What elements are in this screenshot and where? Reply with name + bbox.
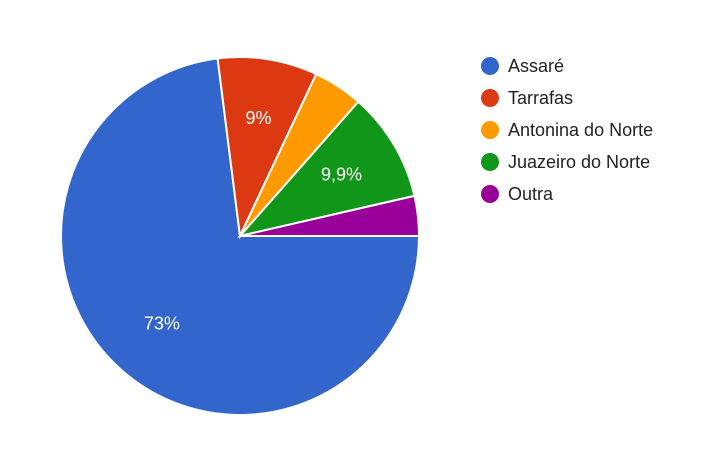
pie-slice — [237, 100, 416, 238]
legend-label: Tarrafas — [508, 88, 573, 108]
pie-slice — [239, 194, 421, 237]
legend-label: Assaré — [508, 56, 564, 76]
legend-swatch — [481, 89, 499, 107]
legend-label: Juazeiro do Norte — [508, 152, 650, 172]
legend-swatch — [481, 121, 499, 139]
legend-swatch — [481, 153, 499, 171]
slice-label: 9,9% — [321, 164, 362, 184]
legend-swatch — [481, 185, 499, 203]
legend-label: Antonina do Norte — [508, 120, 653, 140]
legend-label: Outra — [508, 184, 554, 204]
slice-label: 73% — [144, 313, 180, 333]
slice-label: 9% — [245, 108, 271, 128]
legend-swatch — [481, 57, 499, 75]
pie-slice — [216, 56, 318, 240]
